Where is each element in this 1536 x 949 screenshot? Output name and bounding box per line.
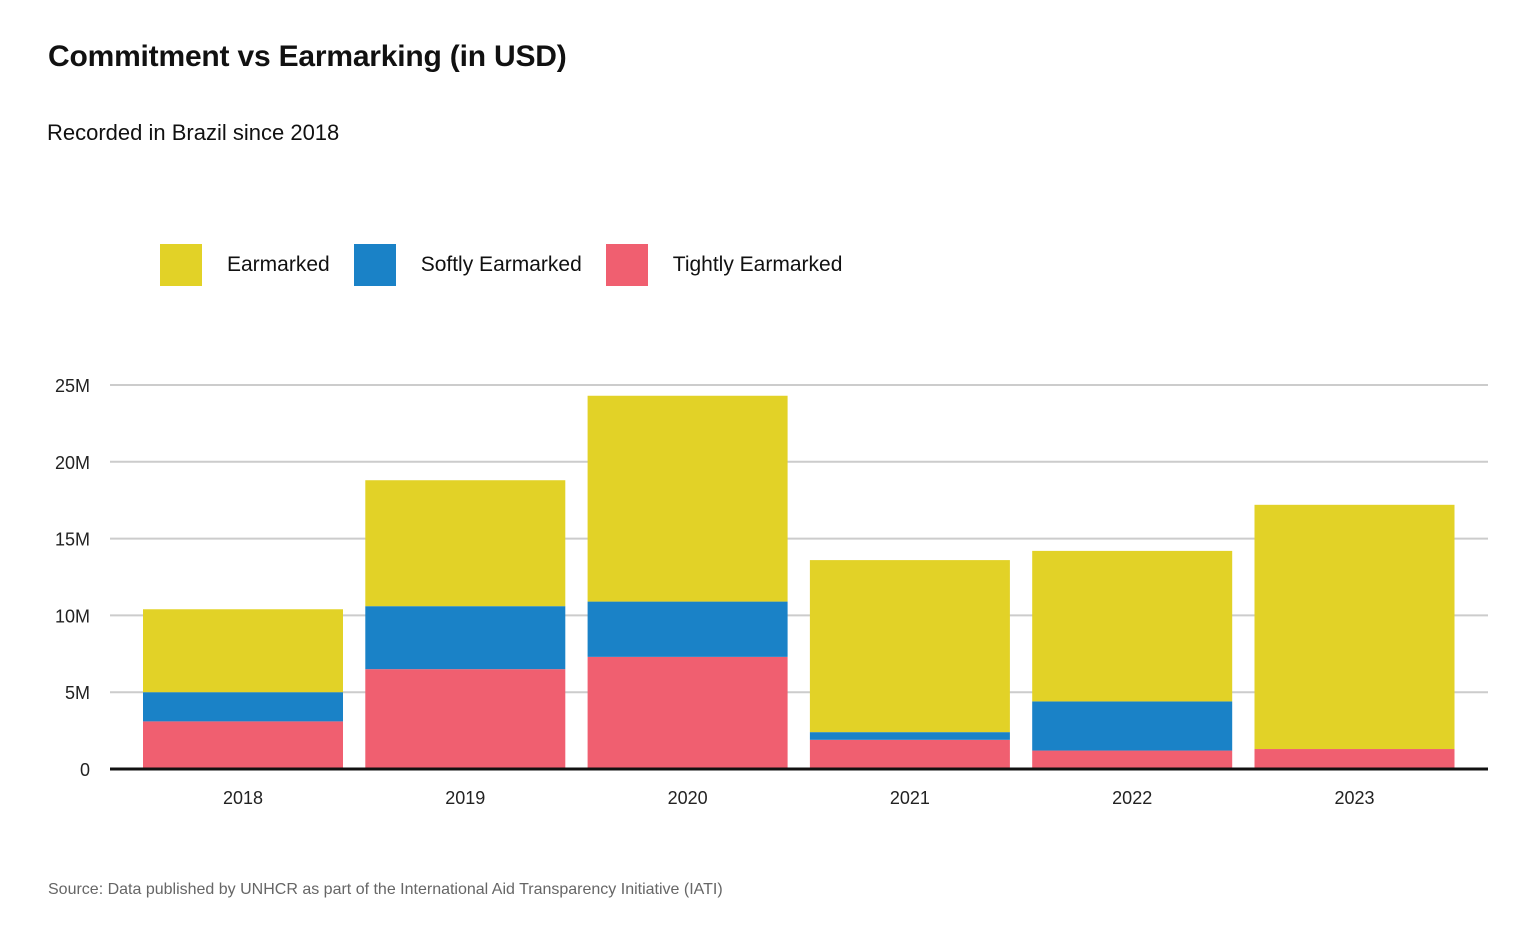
bar-2023-tightly-earmarked [1254, 749, 1455, 769]
chart-title: Commitment vs Earmarking (in USD) [48, 40, 567, 73]
bar-2019-earmarked [365, 480, 566, 607]
stacked-bar-chart: 0 5M 10M 15M 20M 25M 2018 2019 2020 2021 2022 2023 [55, 376, 1488, 808]
x-tick-label: 2019 [445, 788, 485, 808]
y-tick-label: 25M [55, 376, 90, 396]
bar-2021-softly-earmarked [809, 732, 1010, 740]
y-tick-label: 10M [55, 606, 90, 626]
bar-2023-earmarked [1254, 504, 1455, 750]
y-tick-label: 0 [80, 760, 90, 780]
x-tick-label: 2021 [890, 788, 930, 808]
legend-swatch-tightly-earmarked [605, 244, 648, 286]
legend-item-softly-earmarked: Softly Earmarked [353, 244, 582, 286]
legend-label-tightly-earmarked: Tightly Earmarked [672, 253, 843, 276]
bar-2018-softly-earmarked [143, 692, 343, 722]
bar-2018-tightly-earmarked [143, 721, 343, 769]
y-tick-label: 20M [55, 453, 90, 473]
legend-item-earmarked: Earmarked [160, 244, 330, 286]
bar-2019-tightly-earmarked [365, 669, 566, 769]
bar-2019-softly-earmarked [365, 606, 566, 670]
source-note: Source: Data published by UNHCR as part … [48, 881, 723, 898]
legend-swatch-softly-earmarked [353, 244, 396, 286]
chart-subtitle: Recorded in Brazil since 2018 [47, 120, 340, 145]
y-tick-label: 15M [55, 530, 90, 550]
x-tick-label: 2020 [668, 788, 708, 808]
legend-swatch-earmarked [160, 244, 202, 286]
y-tick-label: 5M [65, 683, 90, 703]
bar-2020-tightly-earmarked [587, 656, 788, 769]
legend-label-earmarked: Earmarked [227, 253, 330, 276]
bar-2021-tightly-earmarked [809, 739, 1010, 769]
x-tick-label: 2018 [223, 788, 263, 808]
chart-legend: Earmarked Softly Earmarked Tightly Earma… [160, 244, 866, 286]
legend-label-softly-earmarked: Softly Earmarked [420, 253, 582, 276]
bar-2022-earmarked [1032, 550, 1233, 702]
bar-2018-earmarked [143, 609, 343, 693]
bar-2022-softly-earmarked [1032, 701, 1233, 751]
bar-2022-tightly-earmarked [1032, 750, 1233, 769]
bar-2021-earmarked [809, 560, 1010, 733]
bar-2020-softly-earmarked [587, 601, 788, 657]
x-tick-label: 2022 [1112, 788, 1152, 808]
x-tick-label: 2023 [1334, 788, 1374, 808]
legend-item-tightly-earmarked: Tightly Earmarked [605, 244, 843, 286]
bar-2020-earmarked [587, 395, 788, 602]
